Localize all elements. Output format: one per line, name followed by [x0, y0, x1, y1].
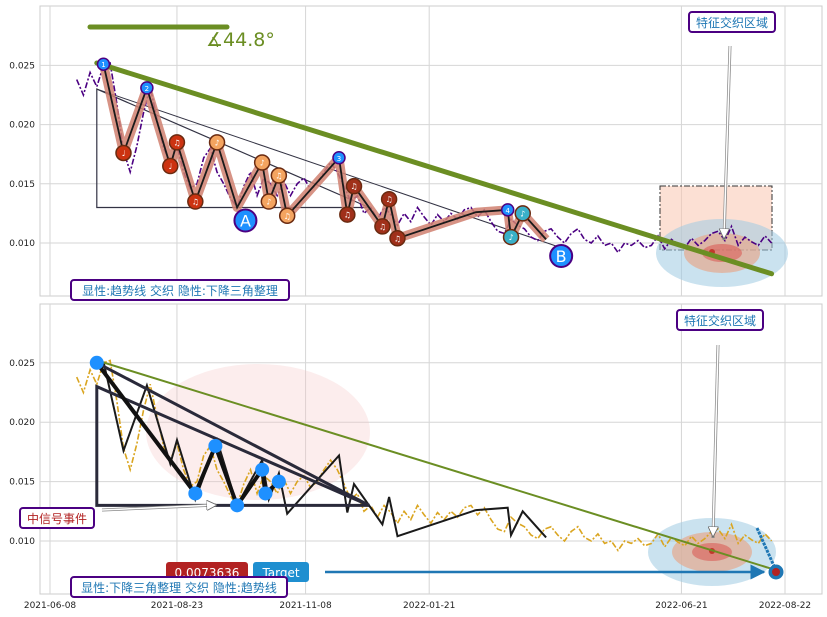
top-swing-marker: [162, 157, 179, 175]
bottom-swing-marker: [188, 486, 203, 501]
top-swing-marker: [339, 206, 356, 223]
top-swing-marker-label: ♫: [386, 195, 393, 204]
y-tick-label: 0.025: [9, 61, 35, 71]
top-swing-marker: [380, 190, 398, 208]
top-swing-marker: [374, 218, 391, 235]
bottom-trendline: [96, 359, 782, 573]
top-trendline: [94, 60, 775, 277]
top-swing-marker-label: ♫: [173, 138, 180, 147]
bottom-swing-marker: [208, 438, 223, 453]
top-point-b-label: B: [556, 247, 567, 266]
bottom-caption-box: 显性:下降三角整理 交织 隐性:趋势线: [70, 576, 288, 598]
top-swing-marker: [270, 167, 288, 184]
top-swing-marker-label: ♪: [260, 158, 265, 167]
top-trendline-line: [94, 60, 775, 277]
y-tick-label: 0.025: [9, 359, 35, 369]
top-swing-marker-label: ♫: [350, 182, 357, 191]
top-point-a: [233, 208, 258, 233]
top-swing-marker: [187, 193, 204, 210]
top-markers: 1 ♩ 2 ♩ ♫ ♫ ♪ ♪ ♪ ♫ ♫ 3 ♫ ♫ ♫ ♫ ♫ 4 ♪ ♪ A B: [96, 57, 574, 269]
bottom-caption: 显性:下降三角整理 交织 隐性:趋势线: [81, 580, 277, 595]
bottom-triangle-upper-edge: [96, 361, 370, 507]
signal-label-box: 中信号事件: [19, 507, 95, 529]
top-y-axis: 0.010 0.015 0.020 0.025: [9, 61, 35, 249]
bottom-zigzag-line: [102, 361, 547, 539]
top-swing-marker-label: ♩: [168, 162, 172, 171]
top-swing-marker: [208, 134, 226, 151]
top-zone-pointer-inner: [724, 45, 731, 238]
bottom-swing-marker: [89, 355, 104, 370]
top-swing-marker-label: ♫: [275, 172, 282, 181]
top-swing-marker-label: ♪: [214, 138, 219, 147]
bottom-price-line: [75, 359, 773, 552]
top-swing-marker-label: 3: [337, 155, 341, 163]
y-tick-label: 0.020: [9, 121, 35, 131]
bottom-zone-label: 特征交织区域: [684, 313, 756, 328]
bottom-price-polyline: [75, 359, 773, 552]
top-swing-marker-label: 2: [145, 85, 149, 93]
angle-label: ∡44.8°: [206, 29, 275, 51]
bottom-swing-marker: [258, 486, 273, 501]
bottom-panel: 0.010 0.015 0.020 0.025 2021-06-08 2021-08-2…: [9, 303, 823, 611]
top-swing-marker: [253, 154, 271, 171]
top-swing-marker: [115, 144, 132, 162]
top-zone-label: 特征交织区域: [696, 15, 768, 30]
top-swing-marker-label: ♫: [284, 212, 291, 221]
top-swing-marker: [260, 193, 278, 210]
top-swing-marker: [168, 134, 186, 151]
top-swing-marker: [502, 228, 520, 246]
top-swing-marker: [332, 151, 346, 165]
signal-label: 中信号事件: [27, 511, 87, 526]
y-tick-label: 0.015: [9, 180, 35, 190]
top-zone-label-box: 特征交织区域: [688, 11, 776, 33]
bottom-y-axis: 0.010 0.015 0.020 0.025: [9, 359, 35, 547]
bottom-swing-points: [89, 355, 286, 513]
top-swing-marker-label: 4: [505, 207, 510, 215]
top-swing-marker: [389, 230, 406, 247]
top-swing-marker: [96, 57, 111, 71]
top-swing-marker-label: ♪: [508, 233, 513, 242]
top-swing-marker-label: ♩: [122, 149, 126, 158]
bottom-swing-marker: [255, 462, 270, 477]
top-point-a-label: A: [240, 212, 251, 231]
top-swing-marker: [140, 81, 154, 95]
bottom-zone-pointer-inner: [713, 344, 719, 536]
x-tick-label: 2021-08-23: [151, 601, 203, 611]
top-caption-box: 显性:趋势线 交织 隐性:下降三角整理: [70, 279, 290, 301]
y-tick-label: 0.015: [9, 478, 35, 488]
bottom-swing-marker: [230, 498, 245, 513]
x-tick-label: 2021-11-08: [279, 601, 332, 611]
top-swing-marker-label: ♫: [344, 211, 351, 220]
x-tick-label: 2022-01-21: [403, 601, 455, 611]
y-tick-label: 0.020: [9, 418, 35, 428]
top-panel: 0.010 0.015 0.020 0.025 1 ♩ 2 ♩ ♫ ♫ ♪ ♪ ♪ ♫ ♫ 3 ♫ ♫ ♫ ♫ ♫ 4 ♪…: [9, 5, 823, 301]
top-swing-marker-label: ♪: [266, 198, 271, 207]
y-tick-label: 0.010: [9, 239, 35, 249]
bottom-grid: [40, 304, 822, 594]
top-caption: 显性:趋势线 交织 隐性:下降三角整理: [82, 283, 278, 298]
bottom-x-axis: 2021-06-08 2021-08-23 2021-11-08 2022-01-21…: [24, 601, 811, 611]
bottom-swing-marker: [271, 474, 286, 489]
bottom-trendline-line: [96, 359, 782, 573]
x-tick-label: 2021-06-08: [24, 601, 77, 611]
x-tick-label: 2022-06-21: [655, 601, 707, 611]
top-swing-marker: [278, 207, 296, 225]
top-swing-marker-label: ♫: [192, 198, 199, 207]
top-swing-marker-label: ♫: [394, 234, 401, 243]
top-swing-marker: [500, 203, 515, 217]
top-swing-marker-label: ♪: [520, 209, 525, 218]
target-slope-marker: [755, 527, 776, 567]
signal-pointer-inner: [101, 505, 216, 511]
top-swing-marker-label: ♫: [379, 222, 386, 231]
bottom-pink-region: [146, 364, 370, 500]
y-tick-label: 0.010: [9, 537, 35, 547]
top-swing-marker: [514, 205, 531, 222]
top-swing-marker: [345, 177, 363, 195]
bottom-zone-label-box: 特征交织区域: [676, 309, 764, 331]
target-point-core: [772, 568, 780, 576]
x-tick-label: 2022-08-22: [759, 601, 811, 611]
top-swing-marker-label: 1: [101, 61, 105, 69]
top-point-b: [549, 244, 574, 269]
